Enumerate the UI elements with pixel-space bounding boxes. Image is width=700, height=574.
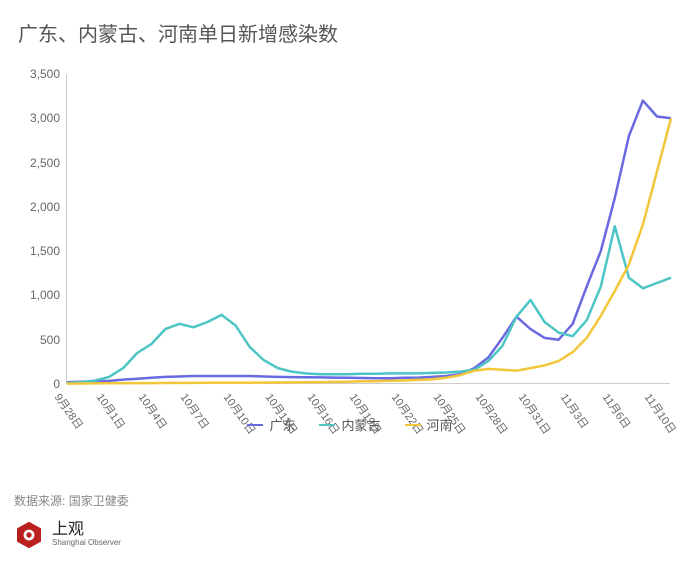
chart-area: 05001,0001,5002,0002,5003,0003,500 9月28日… [18,64,682,434]
plot-region [66,74,670,384]
legend-label: 内蒙古 [341,415,380,434]
legend: 广东 内蒙古 河南 [18,414,682,435]
y-tick: 1,000 [18,288,60,302]
y-tick: 2,000 [18,200,60,214]
series-广东 [67,101,671,383]
data-source: 数据来源: 国家卫健委 [14,492,129,509]
source-prefix: 数据来源: [14,494,65,508]
logo-icon [14,520,44,550]
y-tick: 3,500 [18,67,60,81]
source-value: 国家卫健委 [69,494,129,508]
legend-swatch [319,424,335,426]
legend-swatch [247,424,263,426]
logo-text-cn: 上观 [52,522,121,539]
series-河南 [67,118,671,383]
publisher-logo: 上观 Shanghai Observer [14,520,121,550]
y-tick: 3,000 [18,111,60,125]
y-tick: 500 [18,333,60,347]
chart-title: 广东、内蒙古、河南单日新增感染数 [18,18,338,47]
logo-text-en: Shanghai Observer [52,539,121,547]
y-tick: 2,500 [18,156,60,170]
legend-item: 广东 [247,415,295,434]
legend-label: 广东 [269,415,295,434]
y-tick: 1,500 [18,244,60,258]
y-tick: 0 [18,377,60,391]
line-series [67,74,671,384]
legend-item: 内蒙古 [319,415,380,434]
legend-swatch [405,424,421,426]
legend-item: 河南 [405,415,453,434]
legend-label: 河南 [427,415,453,434]
